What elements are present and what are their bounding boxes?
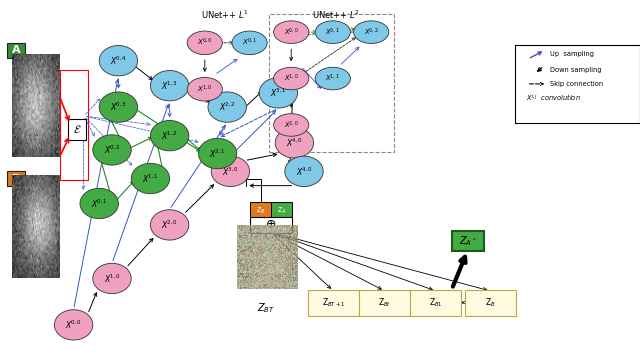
FancyBboxPatch shape [7, 171, 25, 186]
Text: X$^{4,0}$: X$^{4,0}$ [286, 137, 303, 149]
Text: $\mathcal{E}$: $\mathcal{E}$ [73, 124, 82, 135]
Ellipse shape [54, 310, 93, 340]
Text: X$^{2,1}$: X$^{2,1}$ [209, 147, 226, 160]
Text: Down sampling: Down sampling [550, 67, 602, 72]
FancyBboxPatch shape [7, 43, 25, 58]
Text: X$^{1,3}$: X$^{1,3}$ [161, 80, 178, 92]
Ellipse shape [188, 77, 223, 101]
Ellipse shape [93, 135, 131, 165]
Ellipse shape [285, 156, 323, 187]
Text: X$^{1,2}$: X$^{1,2}$ [161, 130, 178, 142]
Ellipse shape [232, 31, 268, 55]
Ellipse shape [150, 210, 189, 240]
FancyBboxPatch shape [465, 290, 516, 316]
Text: X$^{0,0}$: X$^{0,0}$ [65, 319, 82, 331]
Ellipse shape [188, 31, 223, 55]
Text: X$^{2,2}$: X$^{2,2}$ [219, 101, 236, 113]
Text: X$^{0,3}$: X$^{0,3}$ [110, 101, 127, 113]
Text: B: B [12, 174, 20, 184]
Ellipse shape [353, 21, 389, 44]
FancyBboxPatch shape [359, 290, 410, 316]
Text: $z_A$: $z_A$ [277, 205, 286, 216]
Ellipse shape [211, 156, 250, 187]
Text: Z$_{Bt}$: Z$_{Bt}$ [378, 296, 391, 309]
Text: Z$_{BT+1}$: Z$_{BT+1}$ [322, 296, 345, 309]
Text: UNet++ $L^1$: UNet++ $L^1$ [201, 9, 250, 21]
FancyBboxPatch shape [410, 290, 461, 316]
Text: X$^{2,0}$: X$^{2,0}$ [284, 119, 299, 131]
Text: Up  sampling: Up sampling [550, 51, 595, 56]
Text: $X^{i,j}$  convolution: $X^{i,j}$ convolution [526, 92, 581, 104]
Text: $Z_{BT}$: $Z_{BT}$ [257, 302, 275, 316]
Ellipse shape [150, 120, 189, 151]
FancyBboxPatch shape [515, 45, 640, 123]
Text: X$^{1,1}$: X$^{1,1}$ [325, 73, 340, 84]
Ellipse shape [274, 21, 309, 44]
FancyBboxPatch shape [308, 290, 359, 316]
Text: X$^{3,1}$: X$^{3,1}$ [270, 87, 287, 99]
Text: X$^{3,0}$: X$^{3,0}$ [222, 165, 239, 177]
Ellipse shape [99, 92, 138, 122]
Text: A: A [12, 45, 20, 55]
Text: Z$_{B1}$: Z$_{B1}$ [429, 296, 443, 309]
Text: $z_B$: $z_B$ [257, 205, 266, 216]
Text: X$^{0,4}$: X$^{0,4}$ [110, 55, 127, 67]
Text: X$^{0,1}$: X$^{0,1}$ [242, 37, 257, 49]
Ellipse shape [208, 92, 246, 122]
FancyBboxPatch shape [250, 202, 272, 218]
Text: $Z_{A^*}$: $Z_{A^*}$ [460, 235, 476, 248]
Ellipse shape [99, 45, 138, 76]
Text: X$^{0,0}$: X$^{0,0}$ [284, 26, 299, 38]
Ellipse shape [198, 138, 237, 169]
Text: $\oplus$: $\oplus$ [265, 218, 276, 231]
Text: X$^{1,0}$: X$^{1,0}$ [197, 84, 212, 95]
Text: Z$_{B}$: Z$_{B}$ [485, 296, 495, 309]
FancyBboxPatch shape [250, 217, 292, 233]
Text: X$^{1,0}$: X$^{1,0}$ [284, 73, 299, 84]
Ellipse shape [259, 77, 298, 108]
Text: Skip connection: Skip connection [550, 81, 604, 87]
Text: UNet++ $L^2$: UNet++ $L^2$ [312, 9, 360, 21]
Text: X$^{4,0}$: X$^{4,0}$ [296, 165, 312, 177]
Text: X$^{0,0}$: X$^{0,0}$ [197, 37, 212, 49]
Ellipse shape [131, 163, 170, 193]
FancyBboxPatch shape [452, 231, 484, 251]
Ellipse shape [275, 128, 314, 158]
Ellipse shape [274, 67, 309, 90]
Text: X$^{0,1}$: X$^{0,1}$ [325, 26, 340, 38]
Ellipse shape [315, 67, 351, 90]
Text: X$^{0,1}$: X$^{0,1}$ [91, 197, 108, 210]
Text: X$^{0,2}$: X$^{0,2}$ [104, 144, 120, 156]
Text: X$^{1,1}$: X$^{1,1}$ [142, 172, 159, 185]
Ellipse shape [93, 263, 131, 293]
Ellipse shape [274, 114, 309, 136]
FancyBboxPatch shape [271, 202, 292, 218]
Text: X$^{0,2}$: X$^{0,2}$ [364, 26, 379, 38]
Ellipse shape [315, 21, 351, 44]
FancyBboxPatch shape [68, 119, 86, 140]
Text: X$^{1,0}$: X$^{1,0}$ [104, 272, 120, 285]
Ellipse shape [150, 70, 189, 101]
Text: X$^{2,0}$: X$^{2,0}$ [161, 219, 178, 231]
Ellipse shape [80, 188, 118, 218]
